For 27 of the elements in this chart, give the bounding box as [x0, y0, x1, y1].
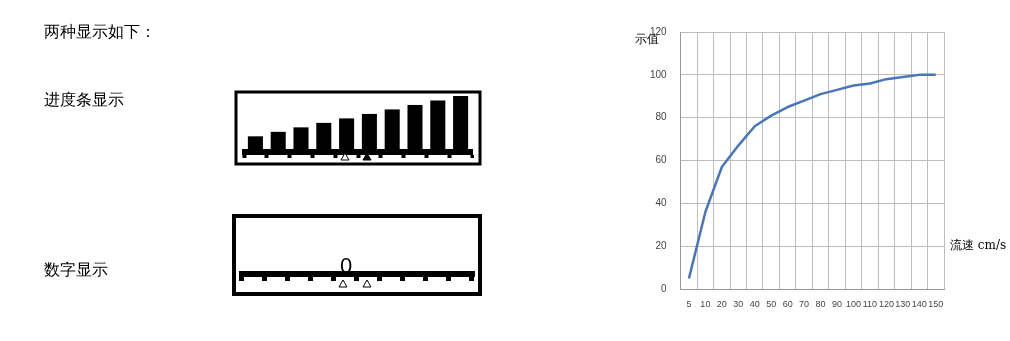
- y-tick-label: 100: [650, 68, 668, 80]
- x-tick-label: 100: [845, 299, 861, 310]
- text: 数字显示: [44, 260, 108, 281]
- x-tick-label: 120: [878, 299, 894, 310]
- x-tick-label: 80: [815, 299, 826, 310]
- y-tick-label: 20: [655, 240, 668, 252]
- text: 两种显示如下：: [44, 22, 156, 43]
- x-tick-label: 50: [766, 299, 777, 310]
- y-tick-label: 80: [655, 111, 668, 123]
- x-tick-label: 5: [686, 299, 692, 310]
- x-tick-label: 130: [895, 299, 911, 310]
- x-tick-label: 140: [911, 299, 927, 310]
- x-axis-title: 流速 cm/s: [950, 238, 1007, 253]
- x-tick-label: 40: [749, 299, 760, 310]
- x-tick-label: 70: [799, 299, 810, 310]
- y-tick-label: 40: [655, 197, 668, 209]
- y-axis-title: 示值: [634, 32, 659, 47]
- x-tick-label: 30: [733, 299, 744, 310]
- x-tick-label: 150: [928, 299, 944, 310]
- y-tick-label: 0: [661, 282, 668, 294]
- x-tick-label: 60: [782, 299, 793, 310]
- x-tick-label: 110: [862, 299, 878, 310]
- x-tick-label: 20: [716, 299, 727, 310]
- x-tick-label: 90: [832, 299, 843, 310]
- y-tick-label: 60: [655, 154, 668, 166]
- text: 进度条显示: [44, 90, 124, 111]
- x-tick-label: 10: [700, 299, 711, 310]
